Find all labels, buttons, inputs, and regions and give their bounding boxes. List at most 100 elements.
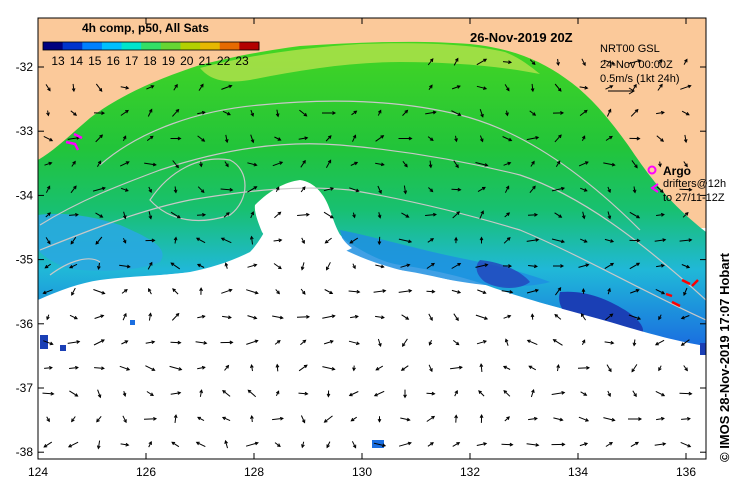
current-arrow-head	[175, 108, 180, 113]
current-arrow	[122, 313, 127, 321]
credit-text: © IMOS 28-Nov-2019 17:07 Hobart	[717, 253, 732, 462]
current-arrow	[348, 340, 360, 345]
current-arrow-head	[400, 367, 405, 371]
current-arrow-head	[382, 443, 387, 448]
current-arrow-head	[687, 443, 692, 448]
current-arrow	[274, 136, 281, 141]
current-arrow-head	[177, 136, 182, 141]
current-arrow-head	[126, 367, 131, 371]
current-arrow	[401, 365, 409, 371]
current-arrow-head	[229, 187, 234, 192]
current-arrow-head	[123, 312, 127, 317]
current-arrow	[504, 84, 510, 91]
current-arrow-head	[382, 289, 387, 293]
current-arrow-head	[48, 161, 53, 166]
current-arrow-head	[581, 135, 586, 140]
current-arrow	[324, 415, 333, 423]
current-arrow-head	[408, 239, 413, 244]
current-arrow-head	[506, 416, 510, 420]
current-arrow	[503, 162, 511, 166]
current-arrow-head	[558, 214, 563, 218]
current-arrow-head	[455, 341, 460, 346]
current-arrow-head	[633, 83, 637, 88]
current-arrow-head	[456, 85, 461, 89]
y-tick-label: -38	[16, 445, 34, 459]
current-arrow	[145, 341, 155, 344]
current-arrow-head	[479, 363, 484, 368]
current-arrow	[273, 263, 282, 269]
current-arrow	[555, 160, 561, 168]
current-arrow-head	[660, 263, 665, 268]
current-arrow	[475, 162, 488, 166]
current-arrow-head	[535, 443, 540, 447]
current-arrow-head	[534, 212, 539, 217]
current-arrow	[579, 442, 588, 447]
colorbar-frame	[42, 41, 260, 51]
current-arrow-head	[123, 419, 127, 424]
current-arrow-head	[355, 341, 360, 346]
current-arrow-head	[250, 211, 254, 216]
current-arrow	[69, 390, 78, 397]
current-arrow-head	[686, 416, 691, 421]
current-arrow-head	[481, 186, 486, 191]
current-arrow-head	[484, 316, 489, 320]
current-arrow	[375, 162, 384, 166]
current-arrow-head	[560, 111, 565, 115]
current-arrow-head	[660, 138, 665, 142]
current-arrow	[350, 315, 358, 319]
current-arrow-head	[150, 392, 154, 397]
current-arrow-head	[402, 343, 406, 347]
current-arrow	[122, 415, 127, 423]
current-arrow	[170, 392, 181, 395]
current-arrow	[70, 236, 77, 245]
current-arrow	[632, 390, 637, 397]
current-arrow-head	[532, 185, 536, 190]
current-arrow	[325, 160, 332, 168]
current-arrow-head	[586, 365, 591, 370]
y-tick-label: -36	[16, 317, 34, 331]
drifter-track-red-2	[691, 279, 699, 287]
model-name: NRT00 GSL	[600, 43, 660, 55]
current-arrow	[526, 239, 539, 242]
current-arrow-head	[431, 262, 435, 267]
current-arrow	[680, 441, 691, 448]
current-arrow-head	[632, 342, 637, 347]
current-arrow	[529, 185, 536, 194]
drifters-label-2: to 27/11-12Z	[663, 192, 725, 204]
colorbar-label: 17	[125, 54, 139, 68]
current-arrow-head	[380, 162, 385, 167]
current-arrow-head	[197, 416, 201, 421]
current-arrow	[196, 237, 206, 244]
current-arrow	[428, 364, 433, 372]
current-arrow	[476, 85, 487, 90]
current-arrow-head	[380, 135, 385, 139]
current-arrow	[221, 85, 232, 90]
current-arrow	[684, 134, 687, 143]
current-arrow	[350, 162, 358, 166]
current-arrow-head	[455, 57, 459, 62]
current-arrow-head	[687, 84, 692, 89]
current-arrow	[197, 186, 205, 193]
current-arrow-head	[607, 393, 611, 398]
current-arrow	[222, 416, 231, 422]
current-arrow	[96, 415, 102, 423]
current-arrow-head	[431, 415, 436, 420]
colorbar-swatch	[43, 42, 64, 50]
current-arrow	[529, 110, 536, 116]
current-arrow-head	[221, 416, 226, 421]
current-arrow	[197, 264, 205, 268]
current-arrow	[197, 366, 205, 370]
current-arrow	[42, 392, 54, 395]
current-arrow-head	[607, 189, 611, 194]
current-arrow	[95, 134, 103, 143]
current-arrow	[298, 137, 308, 140]
current-arrow-head	[122, 392, 127, 397]
current-arrow-head	[404, 109, 409, 114]
current-arrow-head	[254, 339, 259, 344]
current-arrow-head	[526, 339, 531, 344]
current-arrow-head	[482, 340, 487, 344]
current-arrow-head	[582, 62, 586, 67]
current-arrow-head	[226, 111, 231, 116]
current-arrow-head	[638, 417, 643, 421]
current-arrow	[71, 287, 76, 296]
